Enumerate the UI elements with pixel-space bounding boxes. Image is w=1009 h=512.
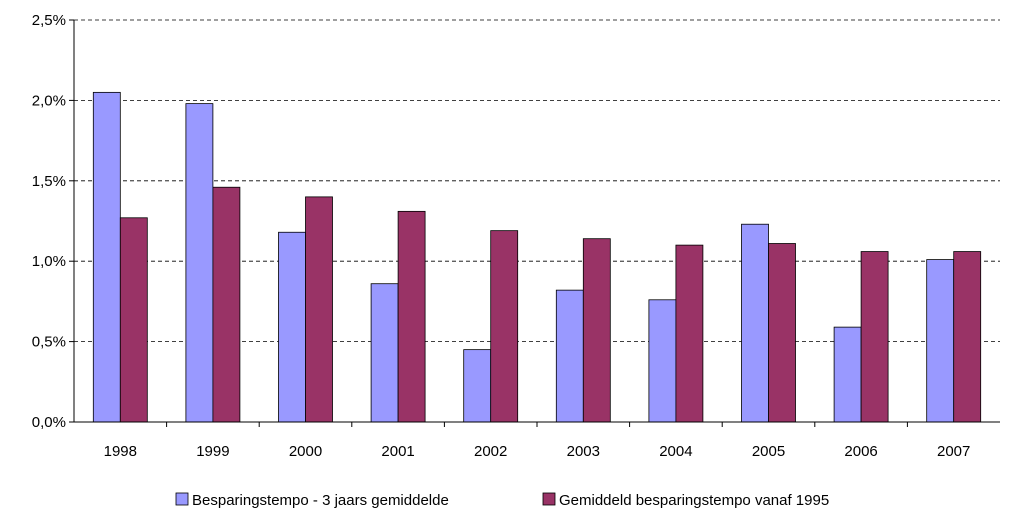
- bar-series-2-1998: [119, 217, 148, 423]
- bar-series-2-2003: [582, 238, 611, 423]
- legend: Besparingstempo - 3 jaars gemiddelde Gem…: [175, 492, 829, 509]
- bar-series-1-2007: [926, 259, 955, 423]
- y-tick-label: 0,0%: [32, 414, 66, 431]
- bar-series-1-2002: [463, 349, 492, 423]
- x-tick-label: 2000: [289, 443, 322, 460]
- x-tick-label: 2007: [937, 443, 970, 460]
- x-tick-labels: 1998 1999 2000 2001 2002 2003 2004 2005 2006 2007: [104, 422, 970, 460]
- y-tick-label: 0,5%: [32, 334, 66, 351]
- x-tick-label: 2004: [659, 443, 692, 460]
- bar-series-2-2000: [305, 196, 333, 423]
- bar-series-1-2000: [278, 231, 306, 423]
- x-tick-label: 1999: [196, 443, 229, 460]
- bar-series-2-2007: [953, 251, 982, 423]
- bar-series-1-1998: [92, 91, 121, 423]
- x-tick-label: 2005: [752, 443, 785, 460]
- x-tick-label: 2002: [474, 443, 507, 460]
- x-tick-label: 2003: [567, 443, 600, 460]
- bar-series-1-2005: [741, 223, 769, 423]
- y-tick-label: 2,5%: [32, 12, 66, 29]
- bar-series-2-2006: [860, 251, 889, 423]
- bar-series-1-2003: [555, 289, 584, 423]
- bar-series-1-2006: [833, 326, 862, 423]
- bar-series-2-2004: [675, 244, 704, 423]
- y-tick-labels: 0,0% 0,5% 1,0% 1,5% 2,0% 2,5%: [32, 12, 74, 431]
- x-tick-label: 2006: [844, 443, 877, 460]
- bar-series-2-2002: [490, 230, 519, 423]
- bars: [92, 91, 982, 423]
- bar-series-1-2001: [370, 283, 399, 423]
- y-tick-label: 1,0%: [32, 253, 66, 270]
- y-tick-label: 2,0%: [32, 92, 66, 109]
- legend-swatch-series-1: [175, 492, 189, 506]
- bar-series-1-1999: [185, 103, 214, 423]
- x-tick-label: 2001: [381, 443, 414, 460]
- legend-swatch-series-2: [542, 492, 556, 506]
- bar-series-2-2001: [397, 210, 426, 423]
- legend-label-series-2: Gemiddeld besparingstempo vanaf 1995: [559, 492, 829, 509]
- bar-series-2-2005: [768, 243, 796, 423]
- y-tick-label: 1,5%: [32, 173, 66, 190]
- bar-series-1-2004: [648, 299, 677, 423]
- legend-label-series-1: Besparingstempo - 3 jaars gemiddelde: [192, 492, 449, 509]
- x-tick-label: 1998: [104, 443, 137, 460]
- bar-series-2-1999: [212, 186, 241, 423]
